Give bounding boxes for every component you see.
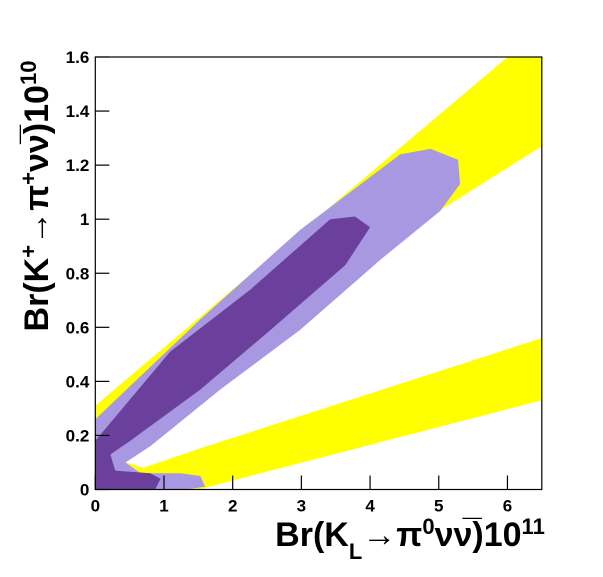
axis-title-part: →π — [18, 185, 56, 245]
y-tick-label: 1.4 — [66, 102, 90, 121]
contour-region — [95, 216, 371, 490]
axis-title-part: 10 — [16, 61, 41, 85]
y-tick-label: 0.4 — [66, 372, 90, 391]
y-tick-label: 0 — [80, 481, 89, 500]
y-axis-title: Br(K+→π+νν̅)1010 — [16, 61, 57, 332]
x-axis-title: Br(KL→π0νν̅)1011 — [275, 514, 545, 564]
axis-title-part: Br(K — [18, 257, 56, 331]
x-tick-label: 3 — [297, 497, 306, 516]
y-tick-label: 0.8 — [66, 264, 90, 283]
axis-title-part: 11 — [522, 514, 545, 539]
y-tick-label: 0.6 — [66, 318, 90, 337]
x-tick-label: 4 — [365, 497, 375, 516]
y-tick-label: 0.2 — [66, 426, 90, 445]
y-tick-label: 1.6 — [66, 48, 90, 67]
axis-title-part: + — [16, 172, 41, 185]
x-tick-label: 0 — [91, 497, 100, 516]
axis-title-part: νν̅)10 — [435, 516, 522, 554]
axis-title-part: νν̅)10 — [18, 85, 56, 172]
x-tick-label: 2 — [228, 497, 237, 516]
axis-title-part: + — [16, 245, 41, 258]
x-tick-label: 1 — [159, 497, 168, 516]
x-tick-label: 6 — [503, 497, 512, 516]
axis-title-part: →π — [362, 516, 422, 554]
x-tick-label: 5 — [434, 497, 443, 516]
axis-title-part: L — [349, 539, 362, 564]
axis-title-part: 0 — [422, 514, 434, 539]
y-tick-label: 1 — [80, 210, 89, 229]
axis-title-part: Br(K — [275, 516, 349, 554]
y-tick-label: 1.2 — [66, 156, 90, 175]
